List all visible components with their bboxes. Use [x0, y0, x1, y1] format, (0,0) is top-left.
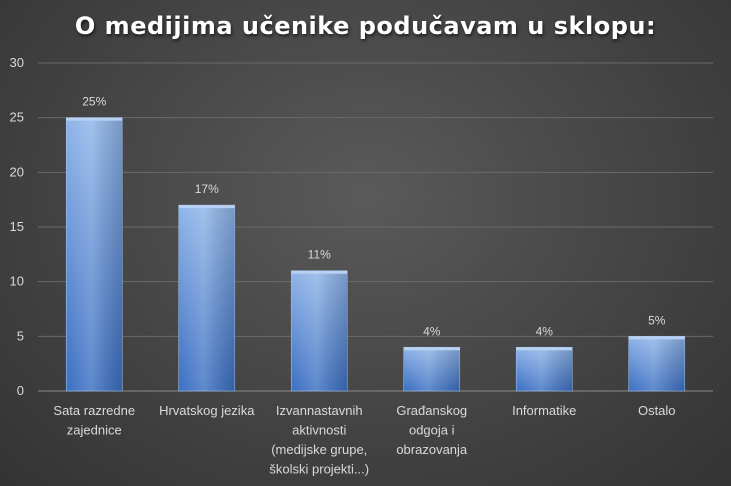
data-label: 25%: [82, 95, 106, 109]
category-label-line: zajednice: [67, 423, 122, 438]
category-label-line: aktivnosti: [292, 423, 346, 438]
category-label-line: Sata razredne: [53, 403, 135, 418]
bars: [65, 117, 686, 392]
bar-shine: [628, 336, 685, 391]
y-tick-label: 30: [10, 55, 24, 70]
y-tick-label: 0: [17, 383, 24, 398]
chart-title: O medijima učenike podučavam u sklopu:: [74, 12, 657, 40]
category-label-line: (medijske grupe,: [271, 442, 367, 457]
category-label-line: obrazovanja: [396, 442, 468, 457]
category-label-line: Građanskog: [396, 403, 467, 418]
category-label-line: školski projekti...): [269, 462, 369, 477]
category-label-line: Izvannastavnih: [276, 403, 363, 418]
y-tick-label: 25: [10, 110, 24, 125]
y-tick-label: 10: [10, 274, 24, 289]
category-label: Ostalo: [638, 403, 676, 418]
bar-shine: [516, 347, 573, 391]
category-label-line: Hrvatskog jezika: [159, 403, 255, 418]
bar-shine: [291, 270, 348, 391]
category-label-line: odgoja i: [409, 423, 455, 438]
bar-cap: [291, 270, 348, 274]
bar-cap: [628, 336, 685, 340]
bar-cap: [516, 347, 573, 351]
x-axis-categories: Sata razredne zajednice Hrvatskog jezika Iz…: [53, 403, 675, 477]
category-label: Informatike: [512, 403, 576, 418]
category-label: Građanskog odgoja i obrazovanja: [396, 403, 468, 457]
category-label: Sata razredne zajednice: [53, 403, 135, 438]
category-label: Hrvatskog jezika: [159, 403, 255, 418]
data-label: 4%: [423, 324, 441, 338]
category-label-line: Informatike: [512, 403, 576, 418]
bar-shine: [403, 347, 460, 391]
bar-shine: [66, 117, 123, 392]
y-axis: 0 5 10 15 20 25 30: [10, 55, 24, 398]
data-label: 17%: [195, 182, 219, 196]
y-tick-label: 15: [10, 219, 24, 234]
category-label: Izvannastavnih aktivnosti (medijske grupe,…: [269, 403, 369, 477]
gridlines: [38, 62, 713, 392]
data-label: 11%: [308, 248, 331, 262]
bar-cap: [178, 205, 235, 209]
data-label: 5%: [648, 313, 666, 327]
y-tick-label: 5: [17, 328, 24, 343]
data-labels: 25% 17% 11% 4% 4% 5%: [82, 95, 666, 339]
data-label: 4%: [536, 324, 554, 338]
bar-cap: [403, 347, 460, 351]
category-label-line: Ostalo: [638, 403, 676, 418]
bar-cap: [66, 117, 123, 121]
bar-shine: [178, 205, 235, 391]
y-tick-label: 20: [10, 164, 24, 179]
